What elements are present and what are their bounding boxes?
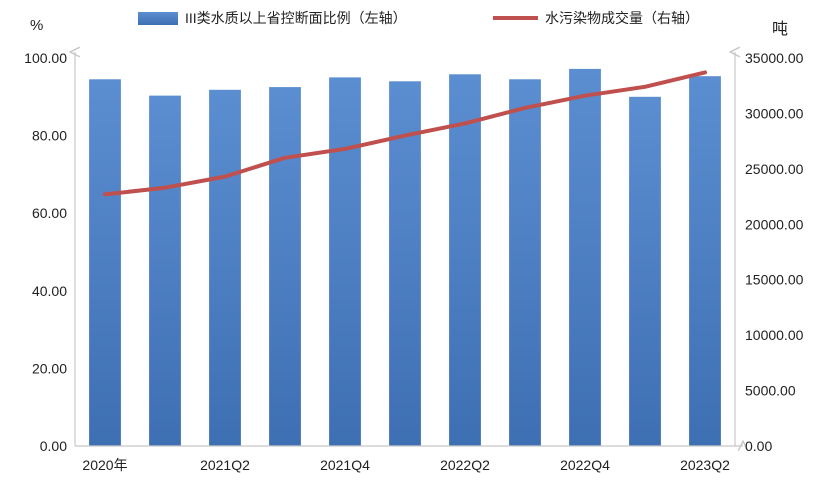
x-axis-ticks: 2020年 2021Q2 2021Q4 2022Q2 2022Q4 2023Q2 (82, 457, 730, 473)
bar-2021Q3 (269, 87, 301, 446)
bar-2022Q2 (449, 74, 481, 446)
left-axis-ticks: 0.00 20.00 40.00 60.00 80.00 100.00 (24, 50, 67, 454)
bar-2021Q1 (149, 96, 181, 446)
right-tick-label: 25000.00 (745, 161, 804, 177)
left-axis-unit: % (30, 17, 43, 34)
x-tick-label: 2023Q2 (680, 457, 730, 473)
legend-swatch-bar (138, 12, 178, 25)
left-tick-label: 20.00 (32, 360, 67, 376)
legend-label-bar: III类水质以上省控断面比例（左轴） (185, 10, 407, 26)
right-tick-label: 10000.00 (745, 327, 804, 343)
left-tick-label: 100.00 (24, 50, 67, 66)
legend: III类水质以上省控断面比例（左轴） 水污染物成交量（右轴） (138, 10, 699, 26)
right-tick-label: 15000.00 (745, 272, 804, 288)
left-tick-label: 80.00 (32, 128, 67, 144)
bar-2023Q1 (629, 97, 661, 446)
x-tick-label: 2022Q2 (440, 457, 490, 473)
bar-2020年 (89, 79, 121, 446)
bar-series (89, 69, 721, 446)
bar-2022Q4 (569, 69, 601, 446)
right-tick-label: 5000.00 (745, 383, 796, 399)
legend-label-line: 水污染物成交量（右轴） (545, 10, 699, 26)
right-tick-label: 35000.00 (745, 50, 804, 66)
right-axis-ticks: 0.00 5000.00 10000.00 15000.00 20000.00 25000… (745, 50, 804, 454)
bar-2022Q3 (509, 79, 541, 446)
right-axis-unit: 吨 (772, 20, 788, 38)
right-tick-label: 0.00 (745, 438, 772, 454)
bar-2021Q2 (209, 90, 241, 446)
x-tick-label: 2021Q2 (200, 457, 250, 473)
left-tick-label: 60.00 (32, 205, 67, 221)
left-tick-label: 40.00 (32, 283, 67, 299)
bar-2023Q2 (689, 76, 721, 446)
left-tick-label: 0.00 (40, 438, 67, 454)
right-tick-label: 20000.00 (745, 216, 804, 232)
x-tick-label: 2022Q4 (560, 457, 610, 473)
x-tick-label: 2021Q4 (320, 457, 370, 473)
bar-2021Q4 (329, 77, 361, 446)
right-tick-label: 30000.00 (745, 105, 804, 121)
x-tick-label: 2020年 (82, 457, 127, 473)
